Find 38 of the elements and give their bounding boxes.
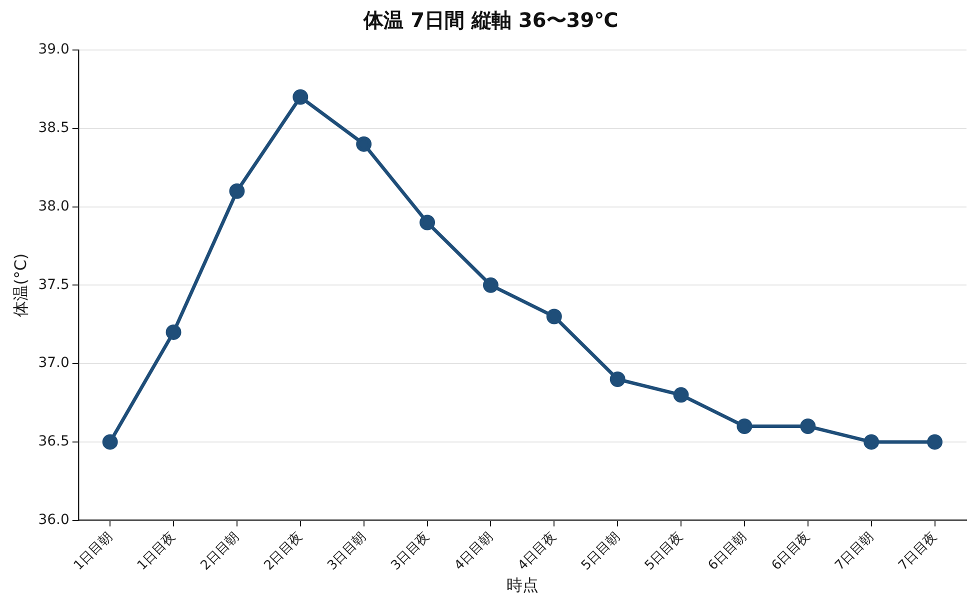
point xyxy=(229,183,245,199)
y-tick-label: 37.5 xyxy=(38,276,70,293)
point xyxy=(482,277,498,293)
x-tick-label: 1日目朝 xyxy=(71,529,116,574)
x-tick-label: 3日目朝 xyxy=(325,529,370,574)
point xyxy=(864,434,880,450)
y-tick-label: 37.0 xyxy=(38,355,70,372)
point xyxy=(673,387,689,403)
x-tick-label: 2日目朝 xyxy=(198,529,242,574)
chart-title: 体温 7日間 縦軸 36〜39℃ xyxy=(362,8,618,32)
x-tick-label: 4日目夜 xyxy=(514,528,560,574)
point xyxy=(736,418,752,434)
point xyxy=(546,308,562,324)
point xyxy=(356,136,372,152)
y-tick-label: 36.0 xyxy=(38,512,70,528)
point xyxy=(610,371,626,387)
point xyxy=(292,89,308,105)
point xyxy=(102,434,118,450)
y-axis-title: 体温(°C) xyxy=(10,253,30,317)
y-tick-label: 36.5 xyxy=(38,434,70,450)
y-tick-label: 38.0 xyxy=(38,198,70,214)
point xyxy=(420,214,436,230)
x-tick-label: 7日目夜 xyxy=(895,528,940,574)
point xyxy=(166,324,182,340)
x-tick-label: 6日目朝 xyxy=(706,529,750,574)
x-tick-label: 5日目朝 xyxy=(578,529,623,574)
x-tick-label: 3日目夜 xyxy=(388,528,432,574)
x-tick-label: 2日目夜 xyxy=(260,528,306,574)
point xyxy=(800,418,816,434)
x-tick-label: 7日目朝 xyxy=(832,529,877,574)
x-tick-label: 5日目夜 xyxy=(642,528,686,574)
y-tick-label: 38.5 xyxy=(38,120,70,136)
point xyxy=(927,434,943,450)
y-tick-label: 39.0 xyxy=(38,42,70,58)
x-tick-label: 6日目夜 xyxy=(768,528,814,574)
x-tick-label: 4日目朝 xyxy=(452,529,496,574)
x-tick-label: 1日目夜 xyxy=(134,528,179,574)
x-axis-title: 時点 xyxy=(506,576,538,595)
